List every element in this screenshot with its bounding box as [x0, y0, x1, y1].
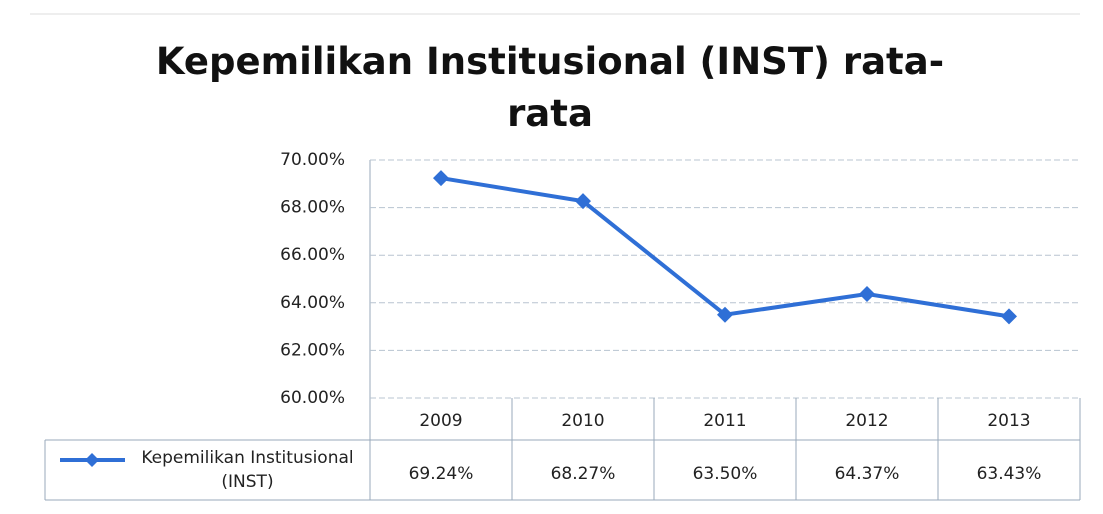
x-tick-label: 2013	[987, 411, 1030, 431]
y-tick-label: 70.00%	[280, 150, 345, 170]
data-point	[433, 170, 449, 187]
y-tick-label: 68.00%	[280, 198, 345, 218]
data-label: 69.24%	[409, 464, 474, 484]
y-tick-label: 66.00%	[280, 245, 345, 265]
data-point	[575, 193, 591, 210]
data-label: 63.43%	[977, 464, 1042, 484]
legend-label: Kepemilikan Institusional (INST)	[141, 448, 354, 492]
y-tick-label: 64.00%	[280, 293, 345, 313]
data-label: 68.27%	[551, 464, 616, 484]
data-point	[1001, 308, 1017, 325]
y-tick-label: 62.00%	[280, 340, 345, 360]
y-tick-label: 60.00%	[280, 388, 345, 408]
data-label: 64.37%	[835, 464, 900, 484]
chart-title: Kepemilikan Institusional (INST) rata-ra…	[155, 40, 945, 135]
data-point	[859, 285, 875, 302]
x-tick-label: 2011	[703, 411, 746, 431]
data-line	[440, 176, 1010, 319]
x-tick-label: 2012	[845, 411, 888, 431]
data-label: 63.50%	[693, 464, 758, 484]
x-tick-label: 2010	[561, 411, 604, 431]
data-point	[717, 306, 733, 323]
legend-marker	[85, 453, 99, 467]
x-tick-label: 2009	[419, 411, 462, 431]
